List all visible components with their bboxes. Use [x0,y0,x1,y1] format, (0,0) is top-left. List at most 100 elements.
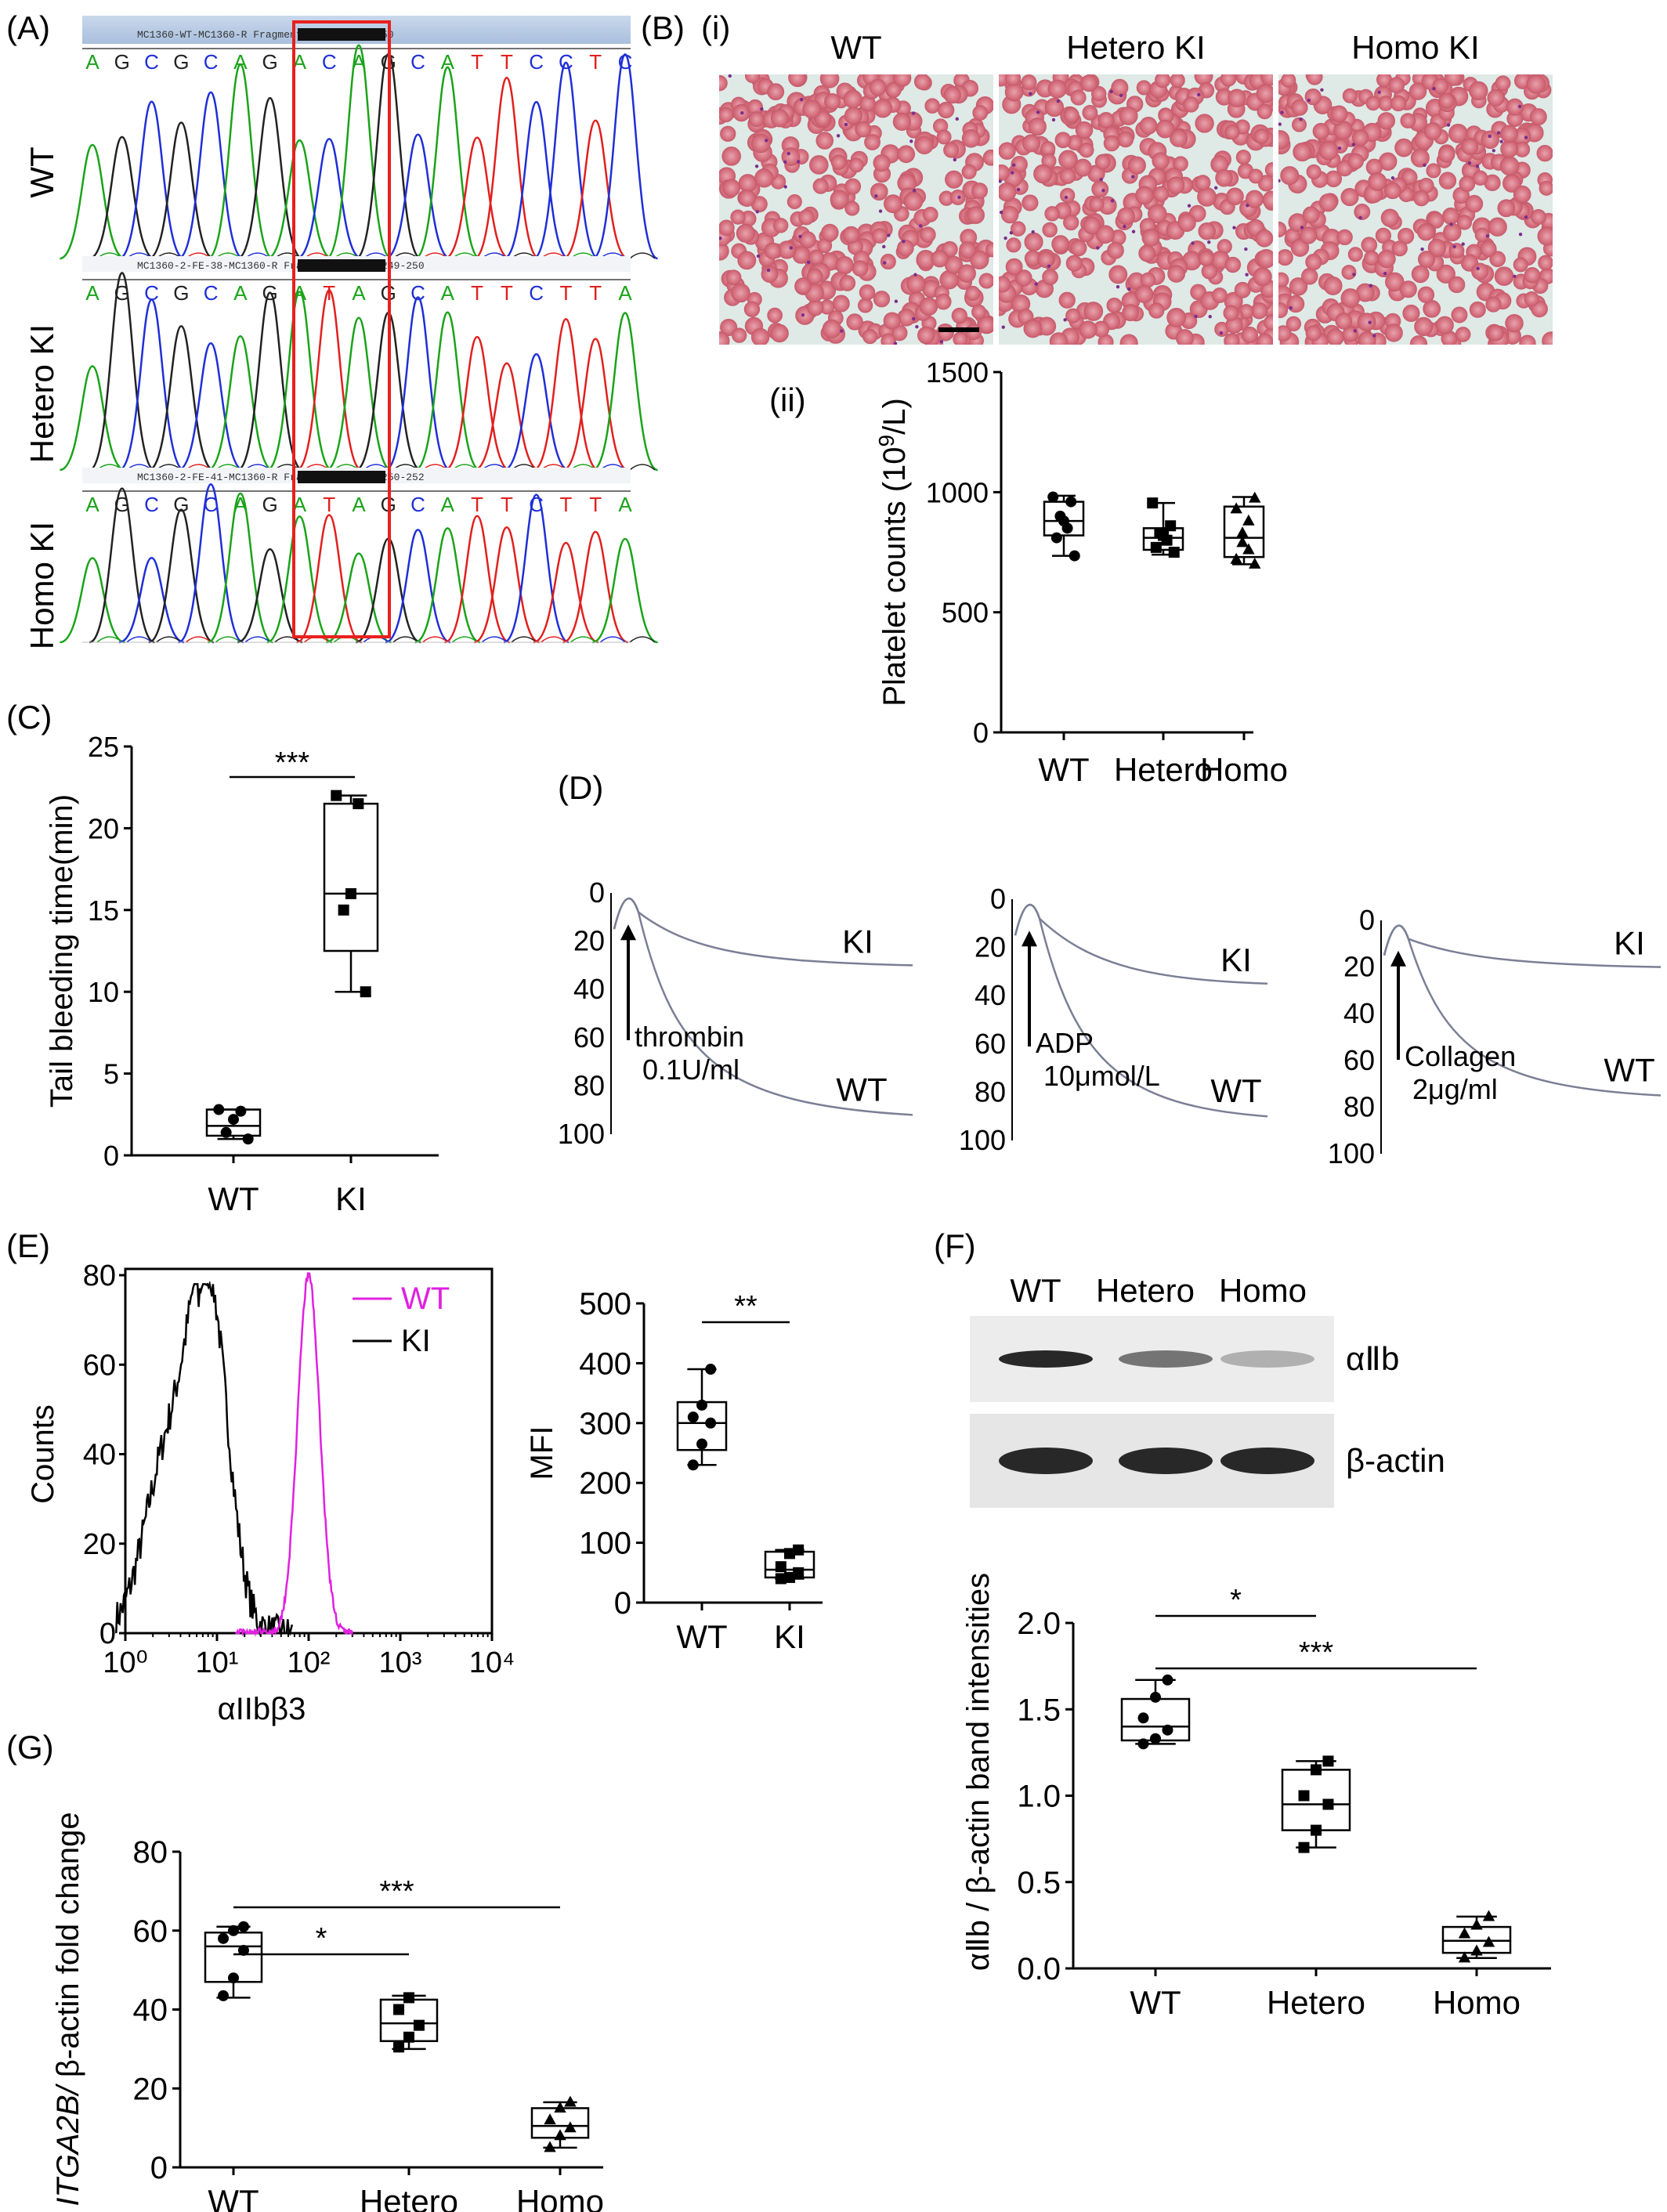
significance-label: *** [1299,1636,1334,1669]
red-blood-cell [1437,146,1455,163]
red-blood-cell [1148,204,1167,224]
data-point-circle [220,1126,232,1138]
red-blood-cell [1152,152,1170,170]
red-blood-cell [737,251,757,270]
base-call: G [173,281,189,305]
red-blood-cell [1136,80,1152,96]
histogram-frame [124,1267,494,1635]
red-blood-cell [920,226,936,243]
row-label: Hetero KI [24,324,60,463]
trace-noise [541,636,567,643]
trace-peak [503,493,570,644]
box-series-hetero [1142,497,1184,558]
base-call: C [204,281,219,305]
y-tick-label: 0 [589,876,605,909]
red-blood-cell [832,295,850,313]
red-blood-cell [1526,74,1546,94]
platelet [1358,215,1362,220]
red-blood-cell [1194,74,1213,86]
blot-lane-label: Homo [1219,1272,1307,1309]
red-blood-cell [1306,74,1323,85]
red-blood-cell [1286,316,1301,332]
red-blood-cell [725,269,742,286]
red-blood-cell [830,190,849,209]
platelet [1009,231,1014,235]
red-blood-cell [1465,194,1484,213]
red-blood-cell [1365,96,1381,111]
platelet [882,261,887,265]
x-category-label: WT [1130,1984,1181,2021]
red-blood-cell [750,327,770,345]
platelet [918,224,923,228]
platelet [801,313,805,317]
red-blood-cell [719,74,728,92]
red-blood-cell [1291,99,1308,116]
base-call: C [529,50,544,74]
red-blood-cell [1264,161,1273,178]
platelet [1351,143,1356,146]
red-blood-cell [1402,304,1420,322]
red-blood-cell [1529,108,1547,126]
red-blood-cell [802,99,822,119]
red-blood-cell [736,223,755,243]
data-point-triangle [564,2095,577,2107]
data-point-circle [213,1104,225,1115]
red-blood-cell [1183,96,1199,113]
red-blood-cell [1368,172,1387,191]
red-blood-cell [953,331,968,345]
red-blood-cell [751,133,771,154]
red-blood-cell [883,312,901,330]
trace-peak [178,91,244,260]
platelet [955,117,959,121]
base-call: A [352,493,366,516]
red-blood-cell [999,183,1017,202]
red-blood-cell [897,239,914,257]
base-call: A [233,50,248,74]
red-blood-cell [1166,176,1185,194]
header-highlight [298,471,385,483]
red-blood-cell [1122,304,1140,322]
platelet [836,134,841,138]
red-blood-cell [798,209,815,226]
data-point-triangle [1236,536,1249,548]
red-blood-cell [1228,89,1246,107]
red-blood-cell [1335,313,1352,330]
red-blood-cell [1388,77,1405,94]
platelet [911,111,916,115]
trace-peak [444,335,511,472]
red-blood-cell [1485,296,1502,313]
data-point-circle [696,1399,707,1411]
row-label: WT [24,146,60,197]
base-call: C [144,50,159,74]
red-blood-cell [761,266,779,283]
red-blood-cell [906,273,926,294]
panel-label-c: (C) [6,699,52,736]
y-tick-label: 100 [1328,1137,1375,1169]
base-call: C [322,50,337,74]
red-blood-cell [1049,332,1068,345]
base-call: A [618,281,632,305]
trace-peak [473,76,541,260]
trace-noise [511,636,537,643]
red-blood-cell [843,89,862,109]
red-blood-cell [892,112,911,132]
data-point-triangle [1470,1944,1483,1956]
red-blood-cell [1480,240,1497,258]
trace-wt [613,897,913,1116]
base-call: T [471,281,483,305]
red-blood-cell [1318,193,1338,212]
red-blood-cell [1278,130,1290,150]
red-blood-cell [1494,266,1514,286]
base-call: A [293,50,307,74]
mfi-boxplot: 0 100 200 300 400 500 WT KI ** MFI [525,1287,823,1655]
trace-peak [89,136,155,260]
panel-label-b-ii: (ii) [769,381,806,418]
trace-label-wt: WT [1210,1072,1261,1109]
platelet [1353,329,1358,333]
data-point-circle [237,1944,249,1956]
red-blood-cell [1506,98,1524,116]
red-blood-cell [722,179,741,197]
platelet [783,160,787,164]
data-point-triangle [554,2129,566,2141]
